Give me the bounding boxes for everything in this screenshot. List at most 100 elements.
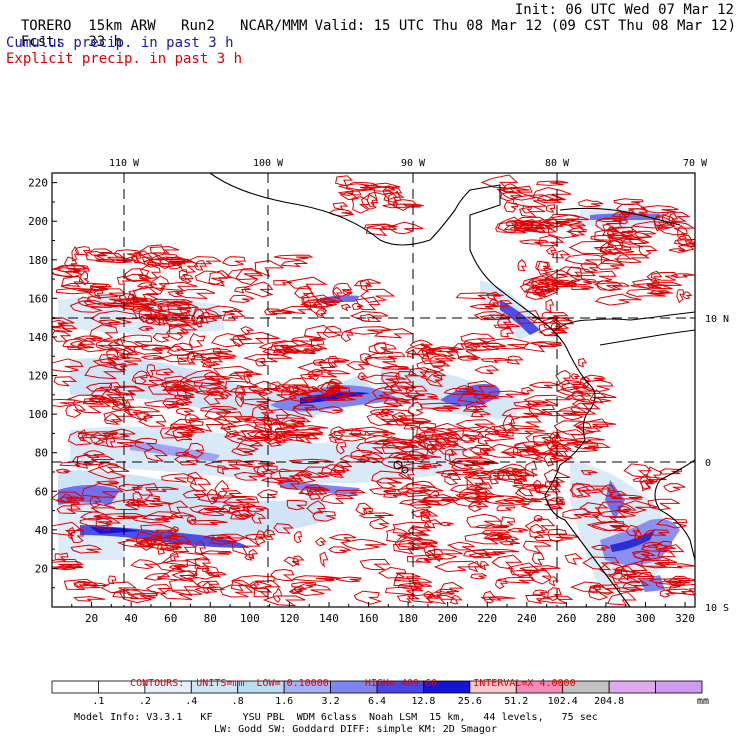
- contour-line: [620, 565, 635, 582]
- contour-line: [63, 578, 98, 591]
- contour-line: [510, 415, 542, 428]
- legend-value: 12.8: [411, 696, 436, 707]
- x-tick-label: 220: [477, 612, 497, 625]
- contour-line: [242, 353, 292, 363]
- contour-line: [536, 180, 569, 186]
- contour-line: [234, 513, 252, 520]
- contour-line: [59, 461, 94, 467]
- contour-line: [480, 596, 516, 601]
- contour-line: [79, 517, 113, 527]
- contour-line: [253, 465, 278, 475]
- interval-label: INTERVAL=X 4.0000: [473, 678, 576, 689]
- top-lon-labels: 110 W 100 W 90 W 80 W 70 W: [109, 158, 708, 169]
- contour-line: [531, 552, 545, 566]
- contour-line: [289, 393, 316, 402]
- contour-line: [320, 493, 354, 504]
- contour-line: [673, 238, 695, 246]
- contour-line: [524, 518, 556, 534]
- y-tick-label: 200: [28, 215, 48, 228]
- contour-line: [222, 411, 243, 424]
- contour-line: [634, 530, 643, 541]
- contour-line: [53, 565, 84, 571]
- contour-line: [334, 489, 366, 497]
- legend-value: 1.6: [275, 696, 294, 707]
- contour-line: [359, 278, 372, 293]
- contour-line: [54, 552, 69, 562]
- contour-line: [52, 330, 72, 342]
- contour-line: [513, 450, 555, 460]
- contour-line: [355, 502, 373, 516]
- y-tick-label: 40: [35, 524, 48, 537]
- contour-line: [200, 550, 233, 555]
- contour-line: [55, 287, 99, 295]
- lat-label: 0: [705, 458, 711, 469]
- contour-line: [468, 552, 500, 559]
- contour-line: [229, 509, 256, 520]
- fcst-line: Fcst: 33 h: [4, 18, 122, 50]
- contour-line: [566, 266, 582, 278]
- contour-line: [300, 466, 339, 478]
- contour-line: [297, 362, 336, 373]
- legend-swatch: [51, 680, 99, 694]
- contour-line: [369, 431, 396, 437]
- contour-line: [586, 521, 631, 532]
- contour-line: [161, 387, 198, 392]
- contour-line: [580, 470, 598, 475]
- x-tick-label: 60: [164, 612, 177, 625]
- contour-line: [143, 447, 169, 462]
- high-label: HIGH= 409.60: [364, 678, 438, 689]
- contour-line: [619, 211, 630, 225]
- contour-line: [550, 214, 581, 224]
- contour-line: [501, 407, 546, 418]
- contour-line: [361, 193, 379, 210]
- contour-line: [470, 410, 491, 418]
- explicit-legend-text: Explicit precip. in past 3 h: [6, 51, 243, 67]
- contour-line: [383, 487, 417, 496]
- contour-line: [467, 380, 496, 394]
- y-tick-label: 160: [28, 292, 48, 305]
- contour-line: [281, 387, 299, 400]
- contour-line: [212, 347, 222, 357]
- contour-line: [617, 500, 658, 514]
- contour-line: [641, 541, 663, 548]
- lon-label: 80 W: [545, 158, 570, 169]
- run-label: Run2: [181, 18, 215, 34]
- y-tick-label: 20: [35, 562, 48, 575]
- contour-line: [77, 429, 88, 442]
- contour-line: [479, 314, 513, 321]
- contour-line: [496, 185, 536, 201]
- contour-line: [427, 553, 442, 559]
- contour-line: [125, 499, 174, 508]
- contour-line: [96, 480, 120, 485]
- legend-value: .1: [92, 696, 105, 707]
- contour-line: [648, 578, 684, 585]
- contour-line: [320, 464, 346, 476]
- contour-line: [235, 391, 244, 408]
- contour-line: [168, 324, 199, 335]
- contour-line: [617, 254, 650, 264]
- contour-line: [543, 468, 571, 484]
- contour-line: [100, 390, 125, 404]
- contour-line: [483, 590, 499, 604]
- contour-line: [115, 386, 145, 396]
- contour-line: [141, 304, 151, 312]
- right-lat-labels: 10 N 0 10 S: [705, 314, 729, 614]
- contour-line: [66, 394, 111, 405]
- lon-label: 110 W: [109, 158, 140, 169]
- contour-line: [497, 463, 528, 475]
- contour-line: [182, 489, 208, 499]
- contour-line: [399, 532, 430, 540]
- contour-line: [233, 286, 251, 294]
- contour-line: [139, 354, 165, 360]
- map-layers: [52, 173, 695, 607]
- contour-line: [423, 437, 453, 447]
- contour-line: [95, 516, 122, 532]
- contour-line: [70, 503, 116, 513]
- contour-line: [280, 413, 312, 427]
- contour-line: [428, 490, 440, 499]
- contour-line: [273, 279, 293, 286]
- contour-line: [214, 480, 230, 499]
- contour-line: [564, 253, 610, 265]
- contour-line: [393, 542, 425, 555]
